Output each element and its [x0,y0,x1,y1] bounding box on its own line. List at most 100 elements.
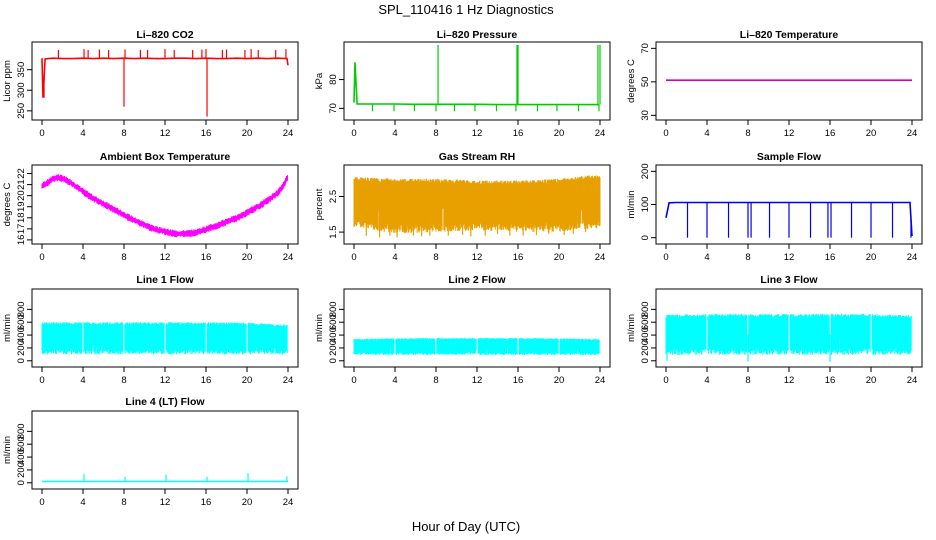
data-layer [42,473,288,483]
y-tick-label: 200 [640,163,651,179]
x-tick-label: 0 [351,375,356,386]
y-axis-label: ml/min [626,191,637,219]
x-tick-label: 16 [513,375,524,386]
panel-title: Sample Flow [757,151,822,163]
panel-title: Line 4 (LT) Flow [125,396,205,408]
x-tick-label: 8 [121,497,126,508]
figure-title: SPL_110416 1 Hz Diagnostics [378,2,554,17]
y-tick-label: 22 [16,168,27,179]
x-tick-label: 12 [160,375,171,386]
series-line [41,57,289,98]
data-layer [353,45,601,112]
y-tick-label: 800 [16,423,27,439]
x-tick-label: 20 [866,252,877,263]
panel-title: Gas Stream RH [439,151,515,163]
series-band [665,313,912,355]
x-tick-label: 4 [392,252,397,263]
y-tick-label: 1.5 [328,225,339,238]
x-tick-label: 24 [283,375,294,386]
x-tick-label: 16 [513,128,524,139]
series-band [41,322,288,355]
y-tick-label: 800 [328,301,339,317]
y-tick-label: 16 [16,235,27,246]
x-tick-label: 16 [201,375,212,386]
x-tick-label: 0 [39,375,44,386]
panel-title: Li–820 Temperature [740,29,839,41]
x-tick-label: 16 [201,128,212,139]
x-tick-label: 12 [472,252,483,263]
plot-frame [343,288,611,368]
x-tick-label: 8 [745,252,750,263]
panel-7: Line 1 Flow ml/min 0 4 8 12 16 20 24 0 20040060080… [2,274,299,386]
y-tick-label: 20 [16,190,27,201]
y-tick-label: 300 [16,82,27,98]
x-tick-label: 24 [595,375,606,386]
panel-5: Gas Stream RH percent 0 4 8 12 16 20 24 1.5 2.5 [314,151,611,263]
x-tick-label: 20 [866,375,877,386]
y-tick-label: 200 [16,462,27,478]
series-line [665,201,913,237]
x-tick-label: 8 [121,252,126,263]
x-tick-label: 8 [433,128,438,139]
y-tick-label: 19 [16,201,27,212]
figure-xlabel: Hour of Day (UTC) [412,519,520,534]
y-tick-label: 70 [328,103,339,114]
x-tick-label: 4 [704,375,709,386]
y-tick-label: 800 [640,301,651,317]
x-tick-label: 16 [825,128,836,139]
plot-frame [31,410,299,490]
y-tick-label: 400 [16,449,27,465]
panel-title: Li–820 CO2 [136,29,193,41]
x-tick-label: 12 [160,128,171,139]
x-tick-label: 12 [472,375,483,386]
x-tick-label: 12 [472,128,483,139]
series-line [353,62,599,106]
x-tick-label: 20 [242,128,253,139]
panel-title: Line 1 Flow [136,274,194,286]
y-tick-label: 0 [16,480,27,485]
y-tick-label: 100 [640,197,651,213]
y-axis-label: ml/min [2,314,13,342]
x-tick-label: 24 [283,497,294,508]
x-tick-label: 20 [242,497,253,508]
x-tick-label: 8 [121,128,126,139]
series-band [353,175,601,234]
x-tick-label: 8 [745,375,750,386]
x-tick-label: 24 [907,375,918,386]
x-tick-label: 0 [663,375,668,386]
x-tick-label: 20 [554,252,565,263]
y-tick-label: 50 [640,77,651,88]
y-tick-label: 21 [16,179,27,190]
x-tick-label: 16 [201,252,212,263]
x-tick-label: 20 [242,252,253,263]
x-tick-label: 20 [242,375,253,386]
x-tick-label: 0 [351,252,356,263]
panel-title: Line 3 Flow [760,274,818,286]
y-tick-label: 800 [16,301,27,317]
y-tick-label: 30 [640,110,651,121]
data-layer [353,338,600,355]
y-axis-label: percent [314,188,325,220]
data-layer [41,49,289,117]
y-tick-label: 200 [640,340,651,356]
y-tick-label: 600 [16,314,27,330]
panel-title: Li–820 Pressure [437,29,518,41]
x-tick-label: 12 [784,252,795,263]
y-tick-label: 0 [328,358,339,363]
data-layer [665,201,913,238]
x-tick-label: 0 [39,252,44,263]
x-tick-label: 24 [283,128,294,139]
y-tick-label: 2.5 [328,190,339,203]
y-axis-label: Licor ppm [2,60,13,102]
y-tick-label: 400 [16,327,27,343]
x-tick-label: 12 [160,252,171,263]
x-tick-label: 16 [513,252,524,263]
x-tick-label: 24 [595,252,606,263]
x-tick-label: 20 [554,375,565,386]
x-tick-label: 16 [825,375,836,386]
y-tick-label: 17 [16,224,27,235]
y-tick-label: 400 [640,327,651,343]
panel-10: Line 4 (LT) Flow ml/min 0 4 8 12 16 20 24 0 200400… [2,396,299,508]
panel-1: Li–820 CO2 Licor ppm 0 4 8 12 16 20 24 250 300 350 [2,29,299,139]
